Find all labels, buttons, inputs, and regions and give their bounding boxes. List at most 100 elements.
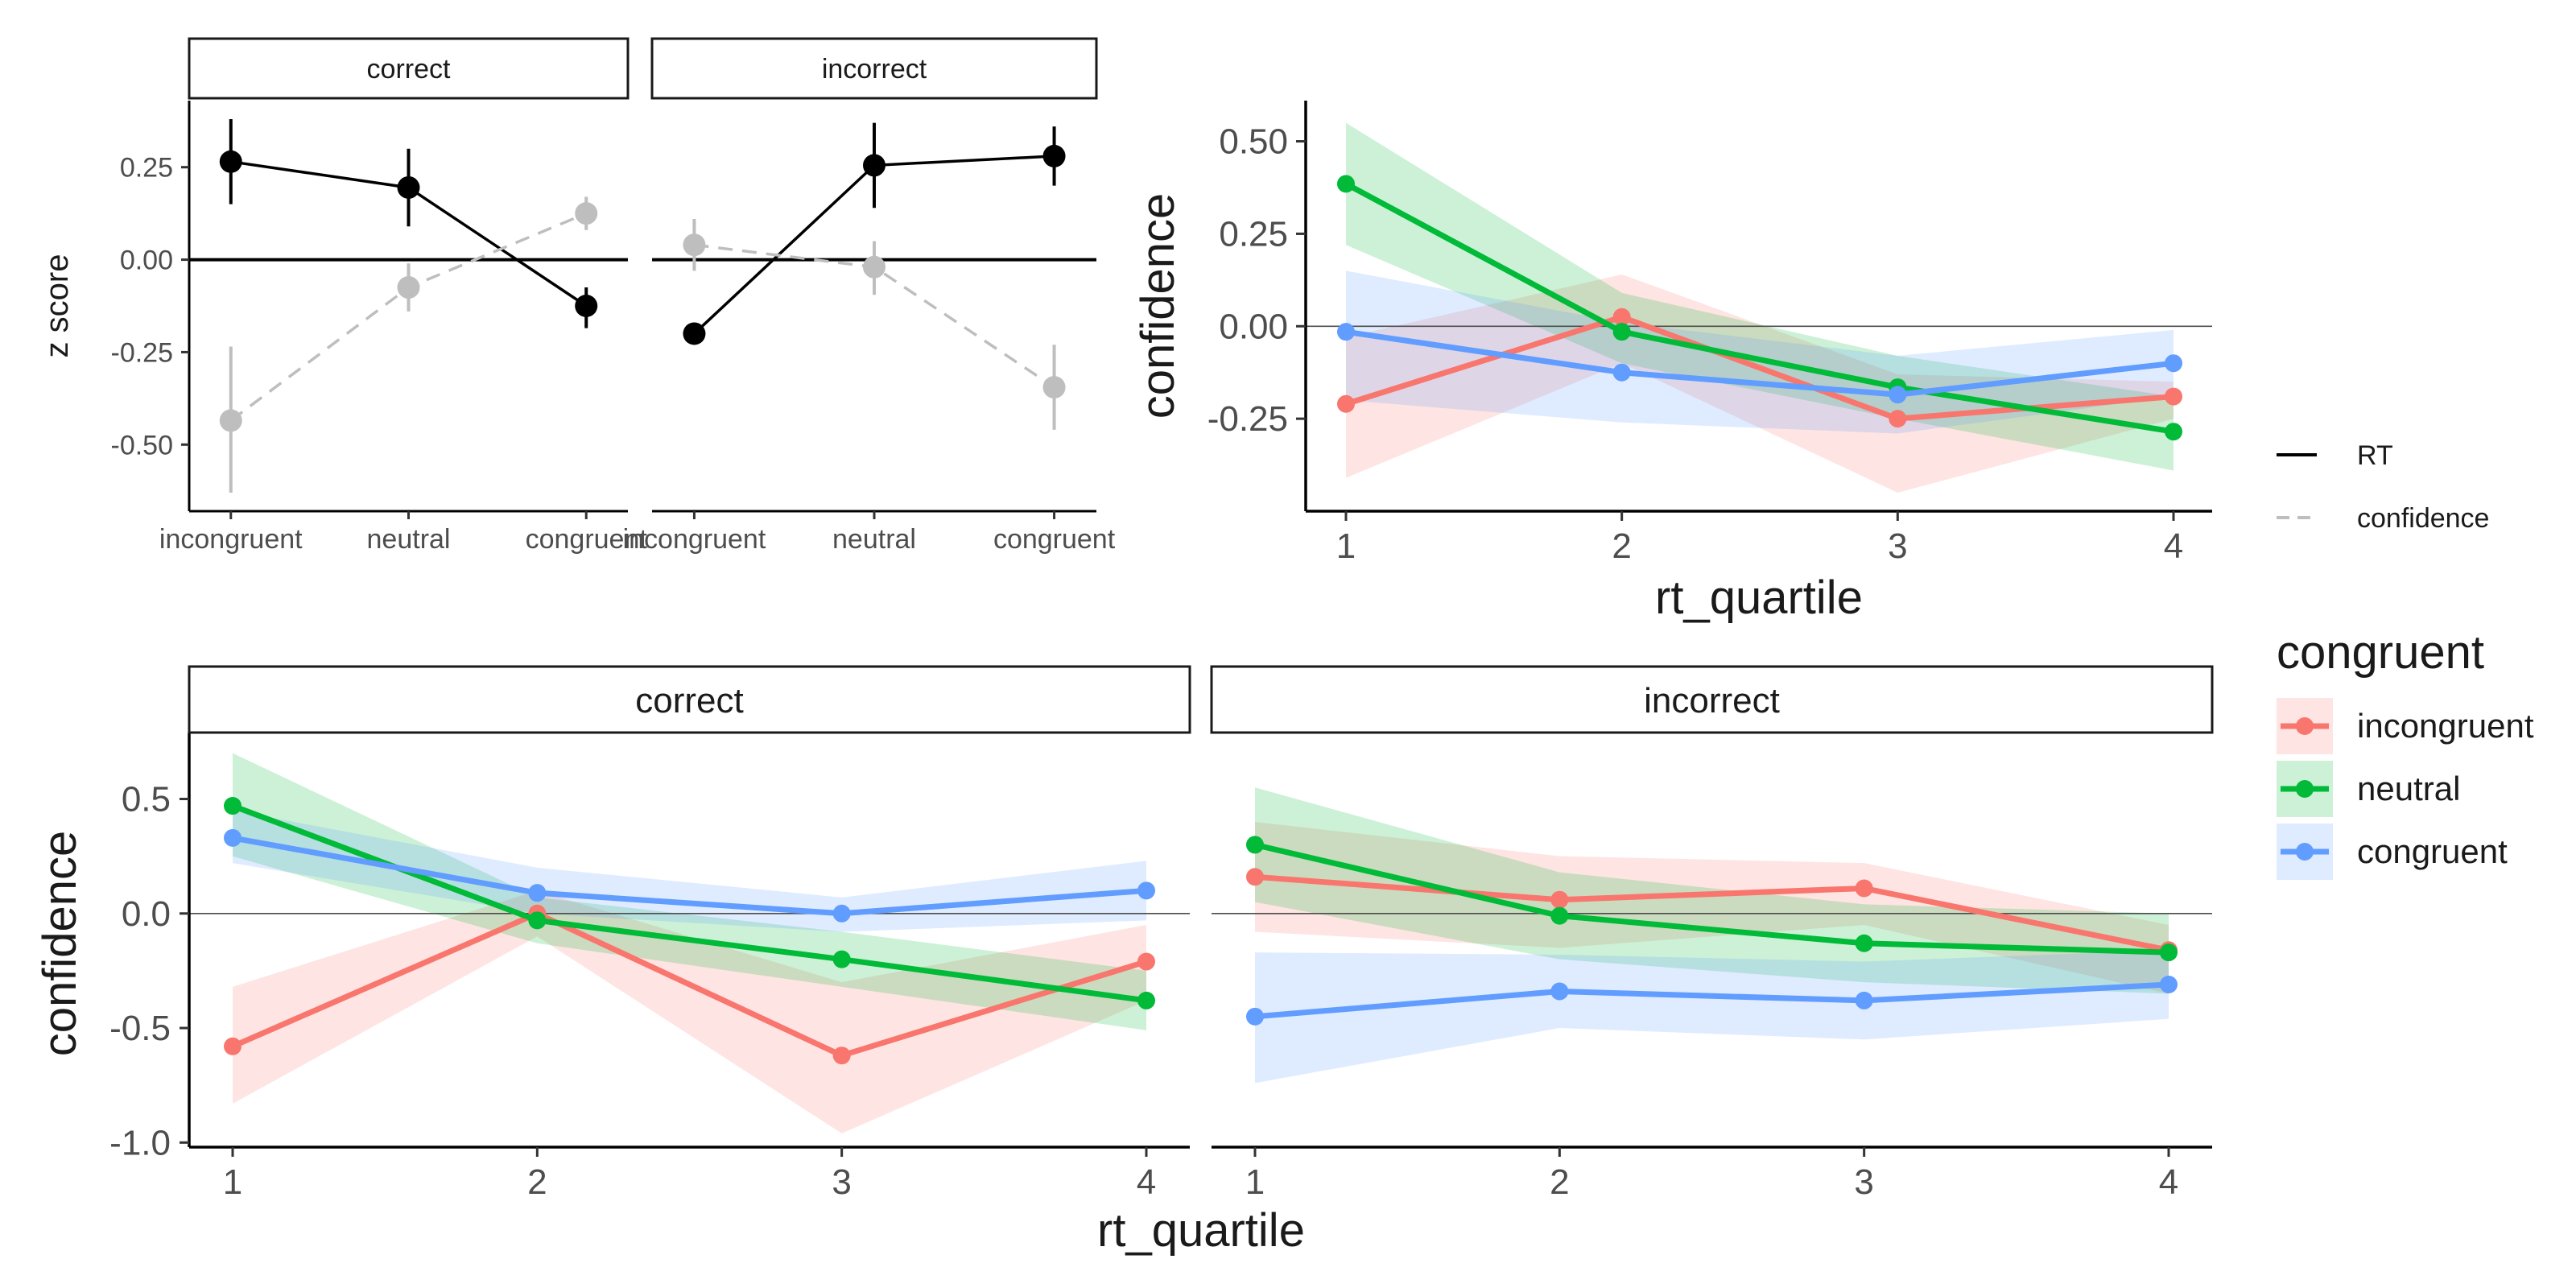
zscore-point-RT xyxy=(219,150,242,173)
faceted-y-tick-label: 0.5 xyxy=(122,780,171,819)
faceted-chart: 1 2 3 4 1 2 3 4 0.5 0.0 -0.5 -1.0 rt_quartile confide… xyxy=(34,733,2212,1257)
faceted-incorrect-point-neutral xyxy=(2160,943,2178,962)
faceted-incorrect-point-incongruent xyxy=(1246,868,1264,886)
faceted-incorrect-point-congruent xyxy=(1550,982,1569,1001)
faceted-x-tick-label: 4 xyxy=(1137,1162,1156,1202)
legend-key-point-incongruent xyxy=(2296,717,2314,735)
legend-label-congruent: congruent xyxy=(2357,832,2508,870)
zscore-x-tick-label: congruent xyxy=(993,524,1116,555)
faceted-incorrect-line-incongruent xyxy=(1254,873,2169,953)
legend-key-point-congruent xyxy=(2296,843,2314,861)
overall-x-title: rt_quartile xyxy=(1655,572,1863,624)
faceted-y-tick-label: 0.0 xyxy=(122,894,171,934)
zscore-x-tick-label: incongruent xyxy=(159,524,303,555)
overall-point-neutral xyxy=(2165,423,2182,441)
zscore-x-tick-label: neutral xyxy=(367,524,451,555)
zscore-y-tick-label: 0.25 xyxy=(120,153,173,184)
zscore-x-tick-label: congruent xyxy=(526,524,648,555)
faceted-incorrect-point-congruent xyxy=(1246,1007,1264,1026)
legend-label-neutral: neutral xyxy=(2357,770,2460,807)
zscore-point-RT xyxy=(575,295,598,317)
zscore-point-confidence xyxy=(683,233,706,257)
faceted-incorrect-band-incongruent xyxy=(1255,821,2169,994)
overall-x-tick-label: 3 xyxy=(1888,526,1907,566)
zscore-strip-incorrect-label: incorrect xyxy=(822,54,927,85)
faceted-x-title: rt_quartile xyxy=(1097,1204,1305,1257)
faceted-facet-correct: 1 2 3 4 xyxy=(189,753,1190,1202)
faceted-y-tick-label: -1.0 xyxy=(109,1123,171,1162)
overall-point-incongruent xyxy=(2165,387,2182,406)
faceted-x-tick-label: 3 xyxy=(1854,1162,1873,1202)
zscore-x-tick-label: neutral xyxy=(832,524,916,555)
zscore-point-RT xyxy=(863,154,886,177)
zscore-facet-incorrect: incongruent neutral congruent xyxy=(623,122,1116,555)
overall-chart: 0.50 0.25 0.00 -0.25 1 2 3 4 rt_quartile confiden… xyxy=(1132,101,2212,624)
faceted-correct-band-incongruent xyxy=(233,890,1146,1133)
zscore-point-confidence xyxy=(397,276,420,299)
zscore-strip-correct-box xyxy=(188,37,630,100)
faceted-correct-point-congruent xyxy=(1137,881,1155,900)
faceted-incorrect-point-congruent xyxy=(1855,991,1873,1009)
faceted-x-tick-label: 3 xyxy=(832,1162,851,1202)
faceted-correct-point-neutral xyxy=(1137,991,1155,1009)
zscore-point-RT xyxy=(683,322,706,345)
zscore-x-tick-label: incongruent xyxy=(623,524,766,555)
faceted-correct-point-incongruent xyxy=(224,1037,242,1055)
faceted-correct-band-neutral xyxy=(233,753,1146,1030)
faceted-y-title: confidence xyxy=(34,831,86,1057)
faceted-strip-incorrect-label: incorrect xyxy=(1644,681,1780,720)
faceted-incorrect-point-incongruent xyxy=(1855,879,1873,898)
legend-title: congruent xyxy=(2277,626,2484,679)
overall-y-tick-label: 0.50 xyxy=(1219,122,1288,162)
overall-point-incongruent xyxy=(1889,410,1907,428)
faceted-correct-point-congruent xyxy=(528,884,547,902)
legend-linetype: RT confidence xyxy=(2277,440,2489,534)
faceted-strip-correct-box xyxy=(188,665,1191,734)
overall-x-tick-label: 1 xyxy=(1336,526,1356,566)
faceted-correct-point-incongruent xyxy=(1137,952,1155,971)
overall-y-tick-label: 0.00 xyxy=(1219,307,1288,346)
zscore-facet-correct: incongruent neutral congruent xyxy=(159,118,648,555)
faceted-correct-band-congruent xyxy=(233,810,1146,932)
legend-key-point-neutral xyxy=(2296,780,2314,798)
zscore-point-confidence xyxy=(863,255,886,279)
overall-point-congruent xyxy=(1889,386,1907,404)
faceted-correct-point-incongruent xyxy=(832,1046,851,1065)
faceted-correct-point-neutral xyxy=(832,950,851,968)
faceted-incorrect-band-congruent xyxy=(1255,950,2169,1084)
faceted-facet-incorrect: 1 2 3 4 xyxy=(1212,787,2212,1202)
overall-point-neutral xyxy=(1612,323,1631,341)
zscore-strip-correct-label: correct xyxy=(367,54,451,85)
faceted-correct-point-congruent xyxy=(224,828,242,847)
faceted-strip-correct-label: correct xyxy=(635,681,743,720)
zscore-strip-incorrect-box xyxy=(650,37,1098,100)
zscore-point-RT xyxy=(1042,144,1066,167)
overall-line-neutral xyxy=(1344,181,2174,435)
overall-line-congruent xyxy=(1345,328,2174,398)
faceted-incorrect-point-neutral xyxy=(1550,906,1569,925)
zscore-point-confidence xyxy=(219,409,242,432)
overall-y-title: confidence xyxy=(1132,193,1184,419)
zscore-y-title: z score xyxy=(39,254,75,358)
faceted-correct-line-incongruent xyxy=(231,910,1148,1059)
faceted-incorrect-band-neutral xyxy=(1255,787,2169,994)
overall-x-tick-label: 4 xyxy=(2164,526,2183,566)
zscore-y-tick-label: -0.50 xyxy=(111,430,174,460)
overall-y-tick-label: 0.25 xyxy=(1219,214,1288,254)
legend-label-RT: RT xyxy=(2357,440,2393,471)
faceted-correct-line-congruent xyxy=(232,835,1147,917)
legend-label-confidence: confidence xyxy=(2357,503,2489,534)
faceted-correct-point-congruent xyxy=(832,904,851,923)
zscore-y-tick-label: 0.00 xyxy=(120,246,173,276)
faceted-correct-point-neutral xyxy=(528,911,547,930)
faceted-incorrect-point-neutral xyxy=(1855,934,1873,952)
faceted-x-tick-label: 2 xyxy=(1550,1162,1569,1202)
overall-x-tick-label: 2 xyxy=(1612,526,1631,566)
overall-point-congruent xyxy=(2165,354,2182,373)
faceted-x-tick-label: 1 xyxy=(1245,1162,1265,1202)
legend-label-incongruent: incongruent xyxy=(2357,707,2534,745)
faceted-incorrect-point-congruent xyxy=(2160,975,2178,993)
faceted-x-tick-label: 2 xyxy=(527,1162,547,1202)
